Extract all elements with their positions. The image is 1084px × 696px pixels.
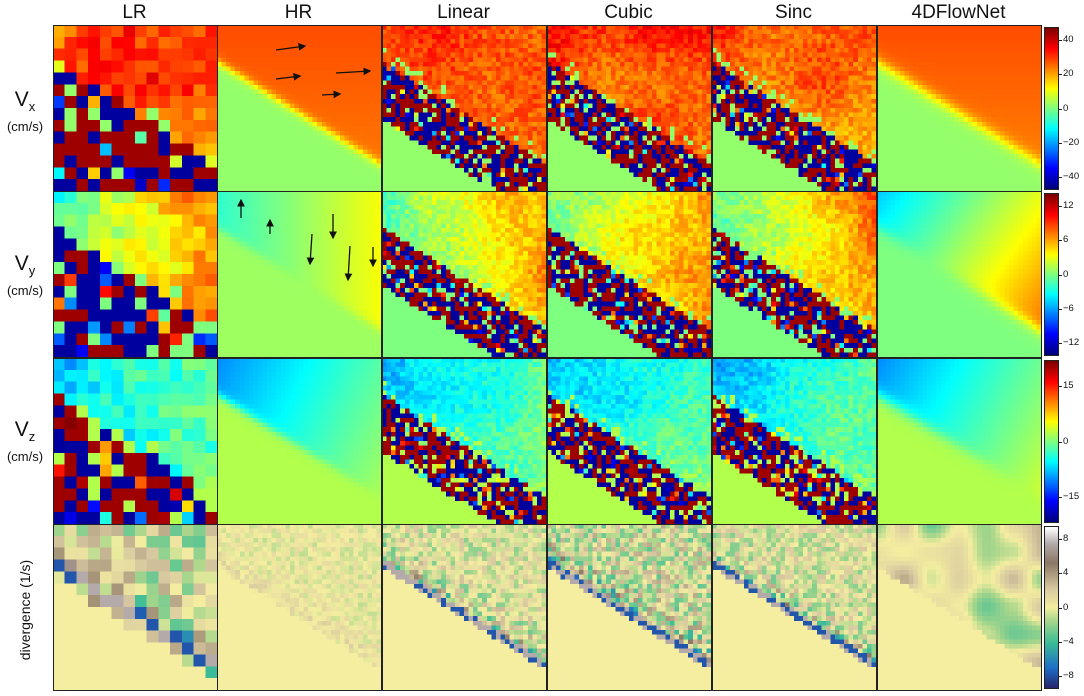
colorbar-tick (1059, 342, 1062, 344)
colorbar-tick (1059, 675, 1062, 677)
colorbar-tick (1059, 386, 1062, 388)
colorbar-tick-label: 15 (1063, 380, 1074, 392)
panel-divergence-hr (217, 524, 381, 690)
colorbar-tick-label: 4 (1063, 567, 1069, 579)
colorbar-tick-label: 12 (1063, 200, 1074, 212)
colorbar-tick (1059, 308, 1062, 310)
panel-vy-hr (217, 191, 381, 357)
panel-divergence-linear (382, 524, 546, 690)
panel-vx-sinc (712, 25, 876, 191)
col-title-lr: LR (122, 2, 147, 23)
colorbar-vz (1044, 360, 1059, 523)
colorbar-tick (1059, 108, 1062, 110)
row-label-vz: Vz (cm/s) (6, 418, 44, 465)
velocity-arrow (275, 43, 307, 51)
velocity-arrow (335, 67, 372, 76)
colorbar-tick (1059, 573, 1062, 575)
colorbar-tick-label: −15 (1063, 490, 1080, 502)
colorbar-tick-label: 0 (1063, 435, 1069, 447)
panel-vz-hr (217, 358, 381, 524)
colorbar-tick-label: −12 (1063, 336, 1080, 348)
panel-vy-4dflownet (877, 191, 1041, 357)
panel-vy-cubic (547, 191, 711, 357)
colorbar-tick-label: 0 (1063, 102, 1069, 114)
velocity-arrow (321, 90, 342, 99)
panel-vy-linear (382, 191, 546, 357)
colorbar-tick (1059, 142, 1062, 144)
colorbar-tick-label: 0 (1063, 268, 1069, 280)
colorbar-tick (1059, 641, 1062, 643)
col-title-cubic: Cubic (604, 2, 653, 23)
panel-vz-sinc (712, 358, 876, 524)
panel-divergence-cubic (547, 524, 711, 690)
colorbar-tick (1059, 74, 1062, 76)
velocity-arrow (306, 233, 315, 266)
velocity-arrow (275, 72, 302, 81)
colorbar-tick-label: 20 (1063, 68, 1074, 80)
panel-divergence-lr (53, 524, 217, 690)
colorbar-tick (1059, 274, 1062, 276)
col-title-hr: HR (284, 2, 313, 23)
panel-vx-lr (53, 25, 217, 191)
panel-vz-linear (382, 358, 546, 524)
panel-vz-lr (53, 358, 217, 524)
colorbar-tick-label: 0 (1063, 601, 1069, 613)
row-label-vx: Vx (cm/s) (6, 88, 44, 135)
velocity-arrow (344, 245, 353, 282)
panel-vx-4dflownet (877, 25, 1041, 191)
panel-divergence-sinc (712, 524, 876, 690)
colorbar-tick-label: −6 (1063, 302, 1074, 314)
colorbar-tick (1059, 441, 1062, 443)
panel-vx-cubic (547, 25, 711, 191)
colorbar-tick (1059, 607, 1062, 609)
colorbar-tick (1059, 240, 1062, 242)
colorbar-tick-label: 40 (1063, 34, 1074, 46)
colorbar-vy (1044, 193, 1059, 356)
panel-vz-cubic (547, 358, 711, 524)
colorbar-vx (1044, 27, 1059, 190)
colorbar-tick (1059, 176, 1062, 178)
colorbar-tick-label: 6 (1063, 234, 1069, 246)
panel-vy-sinc (712, 191, 876, 357)
colorbar-tick (1059, 496, 1062, 498)
colorbar-tick-label: −20 (1063, 136, 1080, 148)
colorbar-divergence (1044, 526, 1059, 689)
panel-vz-4dflownet (877, 358, 1041, 524)
colorbar-tick-label: −4 (1063, 635, 1074, 647)
colorbar-tick-label: 8 (1063, 533, 1069, 545)
col-title-linear: Linear (437, 2, 490, 23)
col-title-sinc: Sinc (775, 2, 812, 23)
colorbar-tick (1059, 539, 1062, 541)
colorbar-tick-label: −8 (1063, 669, 1074, 681)
panel-divergence-4dflownet (877, 524, 1041, 690)
panel-vy-lr (53, 191, 217, 357)
colorbar-tick (1059, 206, 1062, 208)
colorbar-tick (1059, 40, 1062, 42)
panel-vx-linear (382, 25, 546, 191)
colorbar-tick-label: −40 (1063, 170, 1080, 182)
row-label-vy: Vy (cm/s) (6, 252, 44, 299)
col-title-4dflownet: 4DFlowNet (911, 2, 1006, 23)
panel-vx-hr (217, 25, 381, 191)
